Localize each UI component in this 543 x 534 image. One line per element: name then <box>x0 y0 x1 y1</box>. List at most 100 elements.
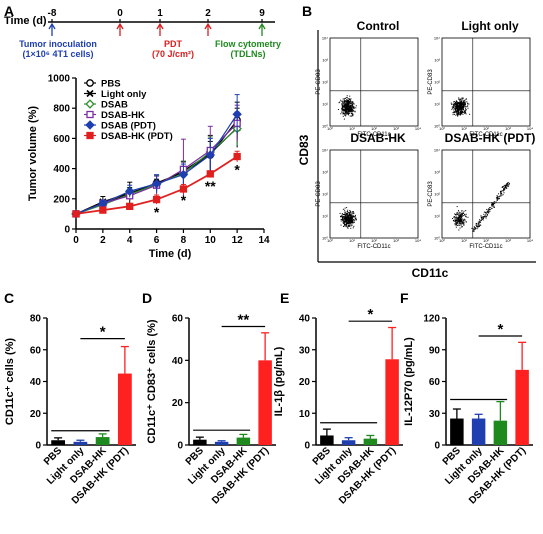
flow-event <box>347 112 349 114</box>
flow-event <box>473 229 475 231</box>
flow-event <box>351 214 353 216</box>
flow-event <box>456 104 458 106</box>
flow-event <box>460 214 462 216</box>
flow-event <box>346 108 348 110</box>
flow-event <box>499 190 501 192</box>
flow-event <box>349 110 351 112</box>
flow-event <box>456 222 458 224</box>
flow-event <box>500 195 502 197</box>
flow-event <box>347 215 349 217</box>
flow-plot-frame <box>329 149 419 239</box>
flow-event <box>485 212 487 214</box>
flow-tick-x: 10³ <box>505 238 511 243</box>
flow-event <box>348 112 350 114</box>
flow-event <box>348 221 350 223</box>
panel-label-e: E <box>280 290 289 306</box>
flow-event <box>456 112 458 114</box>
flow-event <box>458 217 460 219</box>
timeline-arrowhead <box>258 22 266 30</box>
legend-label: Light only <box>101 89 147 100</box>
flow-event <box>349 102 351 104</box>
flow-event <box>454 213 456 215</box>
flow-event <box>461 102 463 104</box>
flow-event <box>458 210 460 212</box>
flow-tick-x: 10¹ <box>461 238 467 243</box>
flow-event <box>465 213 467 215</box>
flow-event <box>491 204 493 206</box>
flow-axis-y: PE-CD83 <box>428 181 434 207</box>
flow-event <box>455 107 457 109</box>
legend-label: DSAB (PDT) <box>101 121 156 132</box>
flow-event <box>461 223 463 225</box>
flow-event <box>484 216 486 218</box>
flow-event <box>506 183 508 185</box>
data-point <box>152 195 161 204</box>
flow-event <box>497 193 499 195</box>
flow-event <box>344 97 346 99</box>
flow-event <box>346 207 348 209</box>
flow-event <box>455 104 457 106</box>
flow-event <box>348 98 350 100</box>
flow-event <box>351 104 353 106</box>
flow-axis-x: FITC-CD11c <box>469 132 502 138</box>
flow-event <box>348 110 350 112</box>
flow-event <box>453 111 455 113</box>
legend-label: DSAB <box>101 100 128 111</box>
flow-event <box>351 112 353 114</box>
flow-event <box>351 217 353 219</box>
flow-event <box>347 107 349 109</box>
flow-event <box>355 105 357 107</box>
flow-event <box>346 111 348 113</box>
data-point <box>126 202 134 211</box>
flow-event <box>504 184 506 186</box>
flow-event <box>458 221 460 223</box>
flow-event <box>460 104 462 106</box>
flow-event <box>461 105 463 107</box>
flow-event <box>344 114 346 116</box>
flow-event <box>345 225 347 227</box>
flow-event <box>457 111 459 113</box>
flow-event <box>455 215 457 217</box>
flow-event <box>347 219 349 221</box>
flow-event <box>464 104 466 106</box>
flow-event <box>353 221 355 223</box>
flow-event <box>483 216 485 218</box>
flow-event <box>344 218 346 220</box>
y-tick-label: 120 <box>423 314 440 325</box>
flow-event <box>460 223 462 225</box>
flow-event <box>456 110 458 112</box>
flow-event <box>346 104 348 106</box>
flow-event <box>460 219 462 221</box>
flow-event <box>346 221 348 223</box>
flow-event <box>500 190 502 192</box>
flow-event <box>350 220 352 222</box>
flow-event <box>460 105 462 107</box>
flow-event <box>503 185 505 187</box>
flow-event <box>488 211 490 213</box>
flow-tick-x: 10⁴ <box>415 238 421 243</box>
flow-event <box>354 214 356 216</box>
flow-event <box>498 198 500 200</box>
flow-event <box>347 225 349 227</box>
flow-event <box>458 98 460 100</box>
flow-event <box>454 107 456 109</box>
flow-event <box>344 221 346 223</box>
flow-event <box>353 220 355 222</box>
flow-event <box>464 102 466 104</box>
flow-event <box>341 103 343 105</box>
flow-event <box>350 211 352 213</box>
flow-event <box>346 214 348 216</box>
flow-event <box>502 190 504 192</box>
flow-event <box>338 102 340 104</box>
flow-event <box>350 223 352 225</box>
x-tick-label: 14 <box>258 235 270 246</box>
flow-event <box>503 189 505 191</box>
x-tick-label: 0 <box>73 235 79 246</box>
significance-mark: ** <box>238 311 250 328</box>
flow-event <box>347 101 349 103</box>
timeline-tick-label: 0 <box>117 8 123 19</box>
flow-event <box>477 227 479 229</box>
data-point <box>124 186 135 196</box>
x-tick-label: 8 <box>181 235 187 246</box>
